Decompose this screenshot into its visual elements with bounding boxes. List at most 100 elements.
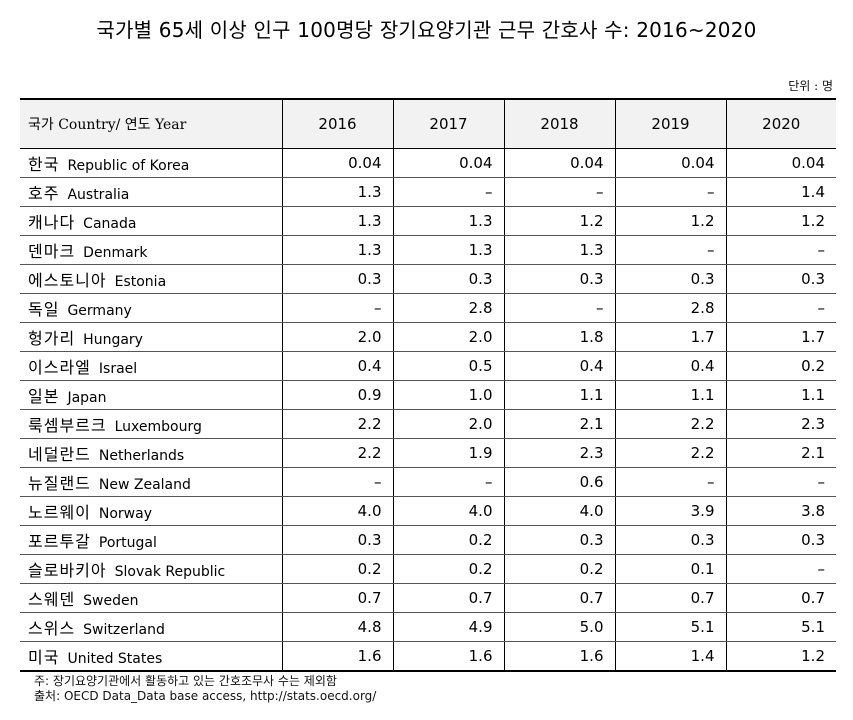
value-cell: 0.3 bbox=[725, 525, 836, 555]
country-cell: 미국 United States bbox=[20, 641, 282, 672]
value-cell: – bbox=[725, 554, 836, 584]
value-cell: – bbox=[281, 293, 393, 323]
value-cell: – bbox=[725, 293, 836, 323]
country-cell: 네덜란드 Netherlands bbox=[20, 438, 282, 468]
value-cell: – bbox=[392, 467, 504, 497]
value-cell: 2.0 bbox=[392, 322, 504, 352]
value-cell: 0.7 bbox=[281, 583, 393, 613]
value-cell: 1.1 bbox=[725, 380, 836, 410]
country-name-english: New Zealand bbox=[98, 477, 191, 493]
value-cell: 3.8 bbox=[725, 496, 836, 526]
value-cell: 4.9 bbox=[392, 612, 504, 642]
value-cell: 0.3 bbox=[392, 264, 504, 294]
table-body: 한국 Republic of Korea 0.04 0.04 0.04 0.04 0.04 호… bbox=[20, 148, 836, 672]
value-cell: 2.8 bbox=[614, 293, 726, 323]
country-cell: 한국 Republic of Korea bbox=[20, 148, 282, 178]
country-name-english: United States bbox=[67, 651, 163, 667]
table-row: 스위스 Switzerland 4.8 4.9 5.0 5.1 5.1 bbox=[20, 612, 836, 642]
value-cell: 0.4 bbox=[281, 351, 393, 381]
country-cell: 독일 Germany bbox=[20, 293, 282, 323]
value-cell: 1.3 bbox=[281, 177, 393, 207]
value-cell: 0.1 bbox=[614, 554, 726, 584]
footnote-source: 출처: OECD Data_Data base access, http://s… bbox=[34, 689, 377, 703]
value-cell: 0.7 bbox=[392, 583, 504, 613]
table-row: 네덜란드 Netherlands 2.2 1.9 2.3 2.2 2.1 bbox=[20, 438, 836, 468]
unit-label: 단위 : 명 bbox=[788, 79, 833, 93]
value-cell: – bbox=[281, 467, 393, 497]
header-year: 2018 bbox=[503, 98, 615, 149]
value-cell: 1.7 bbox=[725, 322, 836, 352]
value-cell: 1.1 bbox=[503, 380, 615, 410]
value-cell: 1.6 bbox=[392, 641, 504, 672]
country-name-english: Denmark bbox=[83, 245, 148, 261]
value-cell: 1.8 bbox=[503, 322, 615, 352]
value-cell: 0.2 bbox=[392, 525, 504, 555]
header-year: 2016 bbox=[281, 98, 393, 149]
country-name-english: Netherlands bbox=[98, 448, 185, 464]
country-name-english: Australia bbox=[67, 187, 130, 203]
table-row: 캐나다 Canada 1.3 1.3 1.2 1.2 1.2 bbox=[20, 206, 836, 236]
table-row: 이스라엘 Israel 0.4 0.5 0.4 0.4 0.2 bbox=[20, 351, 836, 381]
country-name-korean: 일본 bbox=[28, 387, 60, 406]
country-name-korean: 한국 bbox=[28, 155, 60, 174]
value-cell: 0.2 bbox=[725, 351, 836, 381]
country-cell: 캐나다 Canada bbox=[20, 206, 282, 236]
value-cell: 0.3 bbox=[614, 264, 726, 294]
value-cell: 5.0 bbox=[503, 612, 615, 642]
value-cell: 0.4 bbox=[614, 351, 726, 381]
footnotes: 주: 장기요양기관에서 활동하고 있는 간호조무사 수는 제외함 출처: OEC… bbox=[34, 674, 376, 704]
country-cell: 이스라엘 Israel bbox=[20, 351, 282, 381]
value-cell: 0.3 bbox=[614, 525, 726, 555]
value-cell: – bbox=[392, 177, 504, 207]
value-cell: 1.2 bbox=[725, 206, 836, 236]
value-cell: 1.3 bbox=[281, 206, 393, 236]
value-cell: 0.2 bbox=[281, 554, 393, 584]
page-title: 국가별 65세 이상 인구 100명당 장기요양기관 근무 간호사 수: 201… bbox=[96, 18, 757, 42]
value-cell: 1.3 bbox=[392, 206, 504, 236]
country-name-korean: 이스라엘 bbox=[28, 358, 91, 377]
country-name-korean: 슬로바키아 bbox=[28, 561, 107, 580]
value-cell: 0.9 bbox=[281, 380, 393, 410]
header-year: 2017 bbox=[392, 98, 504, 149]
value-cell: 5.1 bbox=[725, 612, 836, 642]
country-name-english: Sweden bbox=[83, 593, 139, 609]
value-cell: 0.04 bbox=[281, 148, 393, 178]
country-cell: 노르웨이 Norway bbox=[20, 496, 282, 526]
country-cell: 포르투갈 Portugal bbox=[20, 525, 282, 555]
country-name-english: Republic of Korea bbox=[67, 158, 190, 174]
country-name-korean: 캐나다 bbox=[28, 213, 76, 232]
value-cell: 1.6 bbox=[503, 641, 615, 672]
value-cell: – bbox=[614, 177, 726, 207]
value-cell: 0.3 bbox=[725, 264, 836, 294]
country-cell: 룩셈부르크 Luxembourg bbox=[20, 409, 282, 439]
table-row: 룩셈부르크 Luxembourg 2.2 2.0 2.1 2.2 2.3 bbox=[20, 409, 836, 439]
value-cell: 0.7 bbox=[725, 583, 836, 613]
value-cell: 2.3 bbox=[503, 438, 615, 468]
value-cell: 0.3 bbox=[503, 525, 615, 555]
value-cell: 0.3 bbox=[281, 264, 393, 294]
country-name-english: Slovak Republic bbox=[114, 564, 226, 580]
value-cell: 1.2 bbox=[503, 206, 615, 236]
country-name-english: Japan bbox=[67, 390, 107, 406]
value-cell: 0.04 bbox=[725, 148, 836, 178]
table-row: 헝가리 Hungary 2.0 2.0 1.8 1.7 1.7 bbox=[20, 322, 836, 352]
value-cell: 2.3 bbox=[725, 409, 836, 439]
country-name-english: Portugal bbox=[98, 535, 157, 551]
header-row: 국가 Country/ 연도 Year 2016 2017 2018 2019 … bbox=[20, 98, 836, 149]
value-cell: 1.3 bbox=[281, 235, 393, 265]
value-cell: 2.0 bbox=[392, 409, 504, 439]
country-name-korean: 호주 bbox=[28, 184, 60, 203]
table-row: 스웨덴 Sweden 0.7 0.7 0.7 0.7 0.7 bbox=[20, 583, 836, 613]
value-cell: 1.7 bbox=[614, 322, 726, 352]
country-name-korean: 에스토니아 bbox=[28, 271, 107, 290]
value-cell: 1.3 bbox=[503, 235, 615, 265]
value-cell: 1.9 bbox=[392, 438, 504, 468]
country-name-english: Luxembourg bbox=[114, 419, 202, 435]
value-cell: 0.6 bbox=[503, 467, 615, 497]
value-cell: 1.0 bbox=[392, 380, 504, 410]
country-name-english: Hungary bbox=[83, 332, 143, 348]
header-country: 국가 Country/ 연도 Year bbox=[20, 98, 282, 149]
value-cell: 0.4 bbox=[503, 351, 615, 381]
value-cell: – bbox=[503, 177, 615, 207]
country-cell: 에스토니아 Estonia bbox=[20, 264, 282, 294]
